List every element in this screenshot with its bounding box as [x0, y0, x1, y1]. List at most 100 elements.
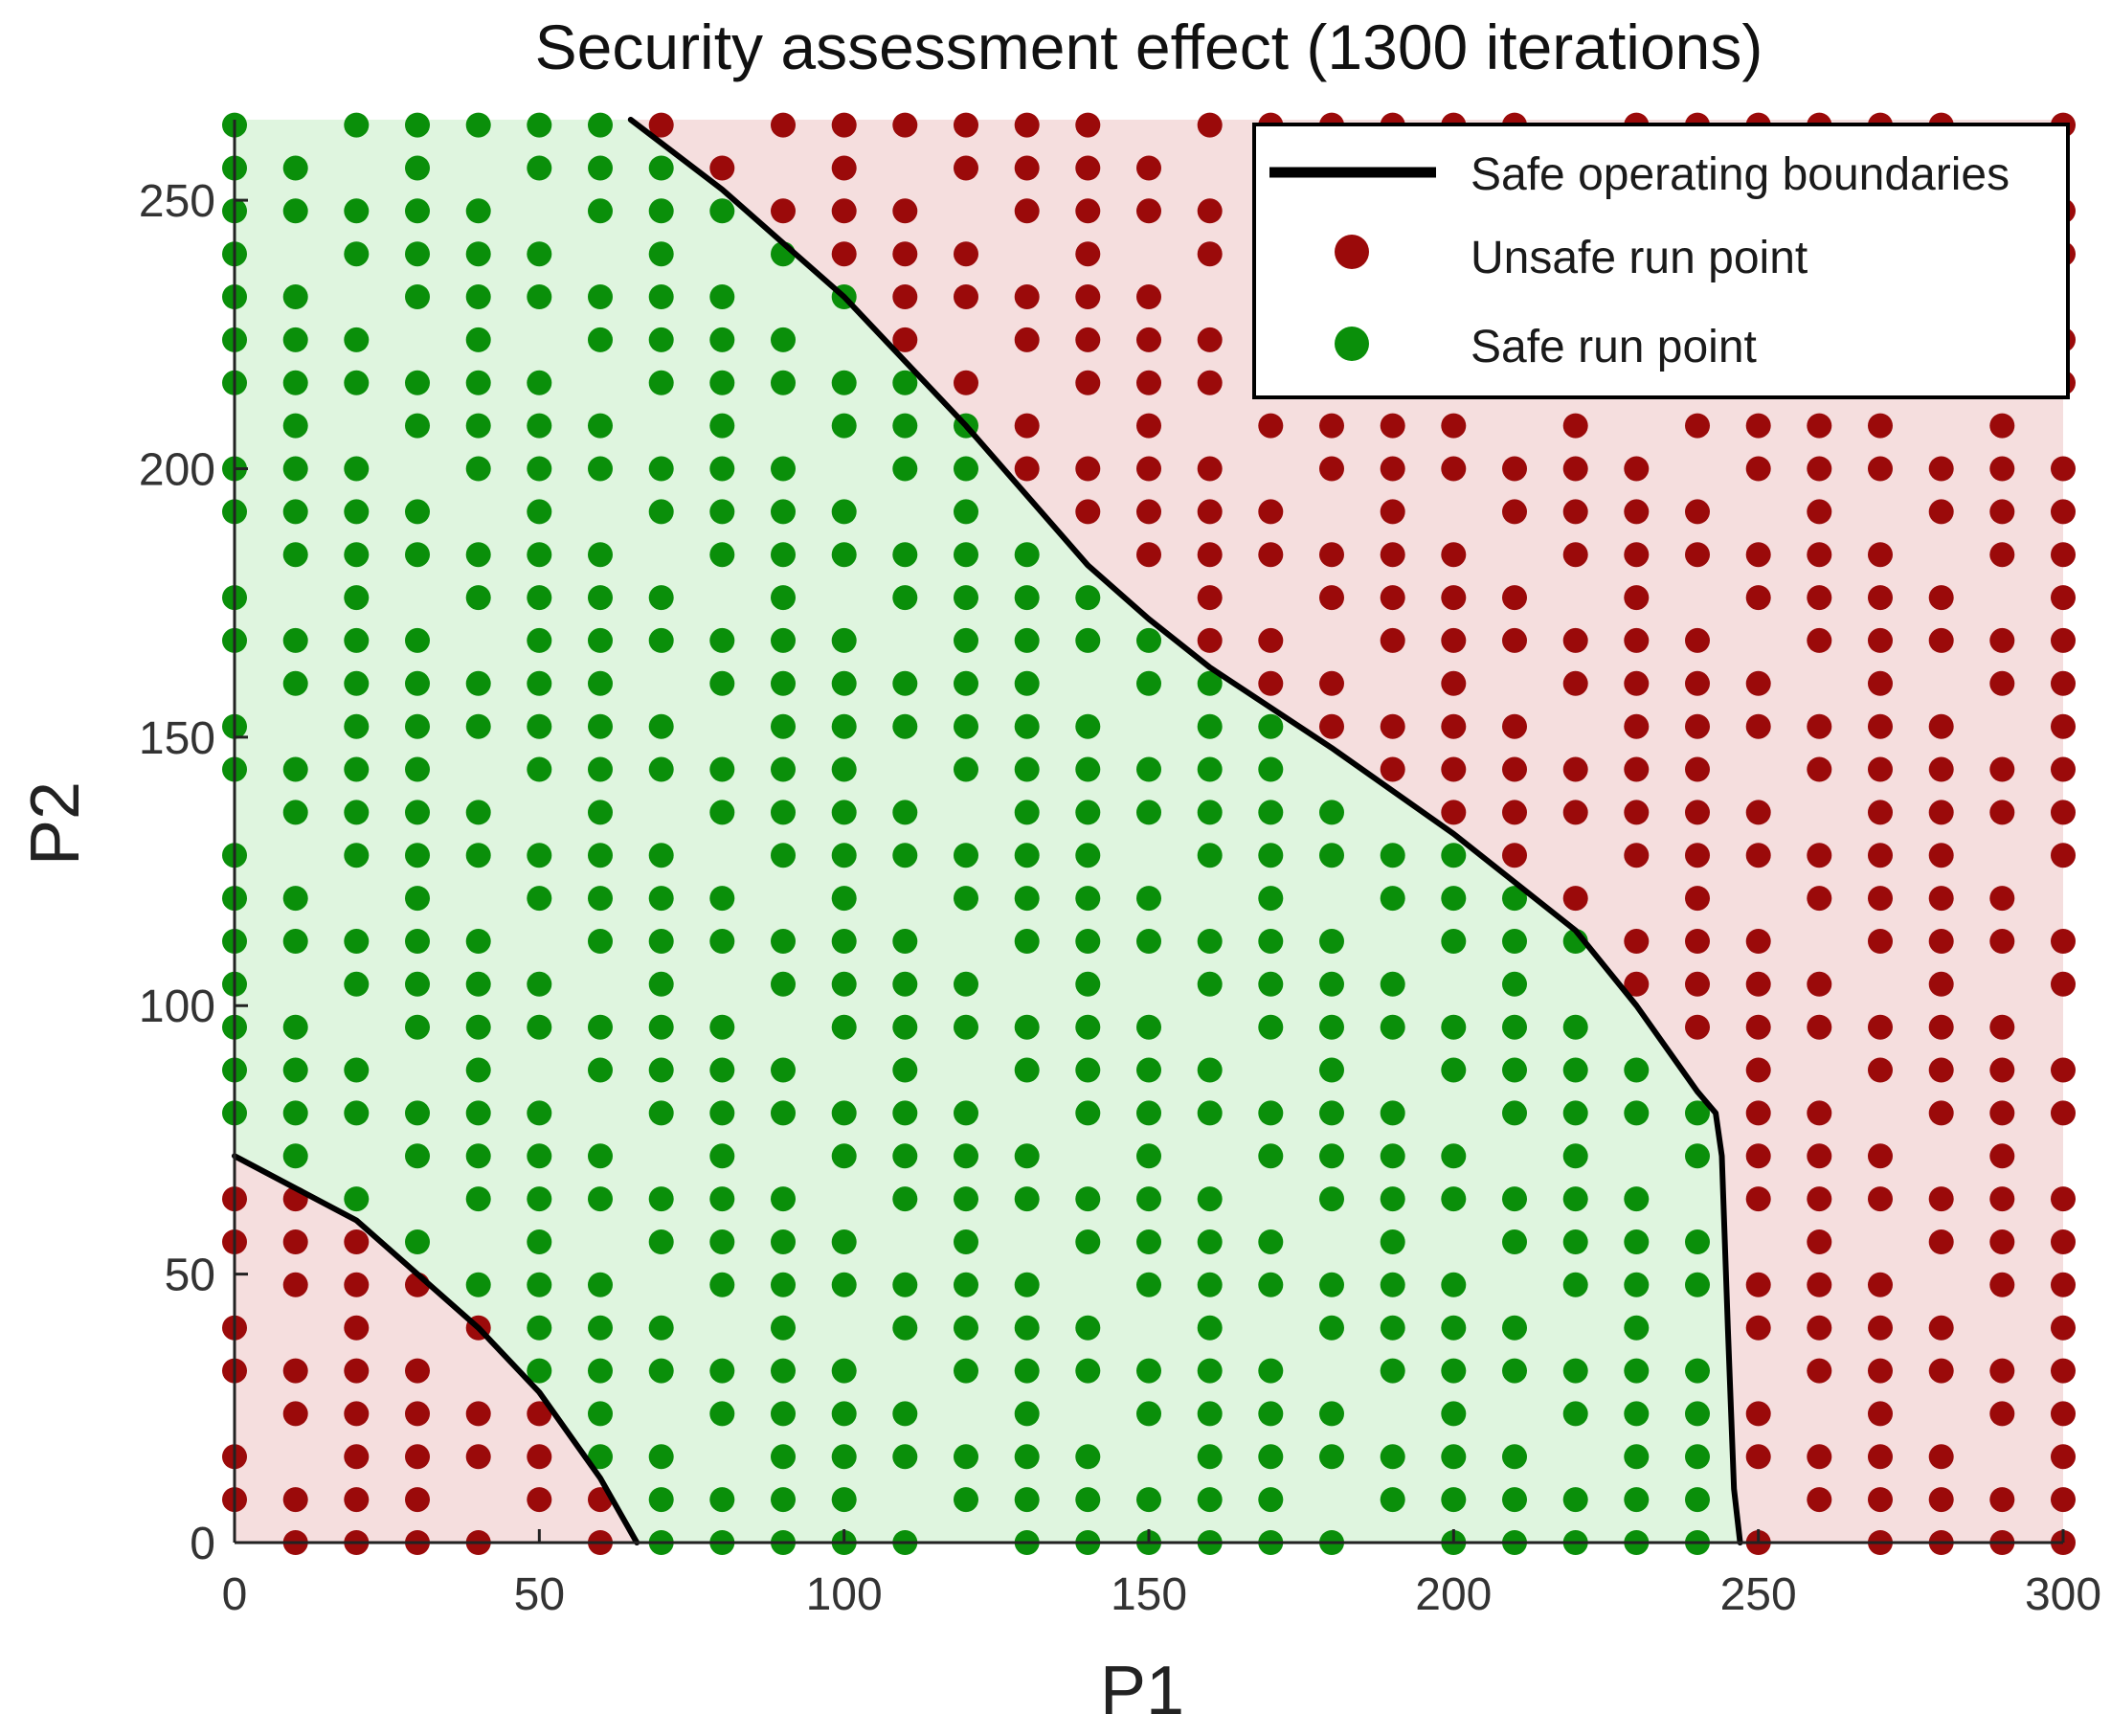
- safe-run-point: [344, 1057, 370, 1083]
- unsafe-run-point: [1380, 499, 1405, 525]
- unsafe-run-point: [1197, 499, 1223, 525]
- safe-run-point: [1197, 1100, 1223, 1126]
- unsafe-run-point: [1868, 1143, 1893, 1169]
- unsafe-run-point: [1380, 713, 1405, 739]
- safe-run-point: [831, 627, 857, 653]
- unsafe-run-point: [1989, 1014, 2015, 1040]
- safe-run-point: [1624, 1358, 1650, 1384]
- safe-run-point: [648, 155, 674, 181]
- unsafe-run-point: [1928, 886, 1954, 912]
- safe-run-point: [771, 1401, 796, 1427]
- safe-run-point: [282, 1014, 308, 1040]
- unsafe-run-point: [1502, 585, 1527, 611]
- safe-run-point: [1136, 1401, 1161, 1427]
- unsafe-run-point: [1745, 843, 1771, 868]
- safe-run-point: [344, 670, 370, 696]
- safe-run-point: [465, 542, 491, 568]
- safe-run-point: [405, 627, 430, 653]
- unsafe-run-point: [1989, 1143, 2015, 1169]
- safe-run-point: [465, 1272, 491, 1297]
- safe-run-point: [954, 542, 978, 568]
- safe-run-point: [771, 756, 796, 782]
- unsafe-run-point: [1989, 499, 2015, 525]
- safe-run-point: [709, 1487, 735, 1513]
- unsafe-run-point: [1868, 585, 1893, 611]
- safe-run-point: [1441, 1014, 1467, 1040]
- safe-region: [235, 120, 1740, 1543]
- safe-run-point: [527, 1272, 552, 1297]
- safe-run-point: [892, 1272, 918, 1297]
- unsafe-run-point: [1989, 1272, 2015, 1297]
- safe-run-point: [405, 800, 430, 825]
- safe-run-point: [954, 1315, 978, 1341]
- x-tick-label: 100: [806, 1569, 883, 1620]
- safe-run-point: [1685, 1272, 1710, 1297]
- safe-run-point: [831, 886, 857, 912]
- safe-run-point: [405, 413, 430, 439]
- safe-run-point: [527, 1014, 552, 1040]
- legend: Safe operating boundaries Unsafe run poi…: [1252, 123, 2070, 399]
- unsafe-run-point: [1380, 456, 1405, 482]
- unsafe-run-point: [1197, 627, 1223, 653]
- safe-run-point: [465, 1100, 491, 1126]
- unsafe-run-point: [1989, 627, 2015, 653]
- safe-run-point: [405, 542, 430, 568]
- safe-run-point: [344, 971, 370, 997]
- safe-run-point: [1502, 1444, 1527, 1470]
- safe-run-point: [344, 585, 370, 611]
- safe-run-point: [405, 843, 430, 868]
- unsafe-run-point: [831, 241, 857, 267]
- safe-run-point: [892, 585, 918, 611]
- safe-run-point: [954, 499, 978, 525]
- safe-run-point: [1014, 886, 1040, 912]
- safe-run-point: [1562, 1229, 1588, 1254]
- safe-run-point: [588, 1401, 613, 1427]
- unsafe-run-point: [1075, 327, 1101, 352]
- unsafe-run-point: [1868, 756, 1893, 782]
- unsafe-run-point: [1685, 929, 1710, 954]
- unsafe-run-point: [1807, 1100, 1832, 1126]
- safe-run-point: [954, 1014, 978, 1040]
- safe-run-point: [1319, 800, 1344, 825]
- safe-run-point: [588, 112, 613, 138]
- safe-run-point: [1014, 929, 1040, 954]
- safe-run-point: [1197, 1444, 1223, 1470]
- safe-run-point: [1258, 1143, 1284, 1169]
- safe-run-point: [831, 542, 857, 568]
- unsafe-run-point: [1807, 627, 1832, 653]
- safe-run-point: [1685, 1444, 1710, 1470]
- safe-run-point: [588, 1444, 613, 1470]
- safe-run-point: [709, 1401, 735, 1427]
- safe-run-point: [405, 756, 430, 782]
- safe-run-point: [344, 241, 370, 267]
- safe-run-point: [1685, 1143, 1710, 1169]
- safe-run-point: [709, 413, 735, 439]
- safe-run-point: [1197, 1315, 1223, 1341]
- safe-run-point: [648, 756, 674, 782]
- safe-run-point: [1014, 1057, 1040, 1083]
- unsafe-run-point: [2051, 499, 2076, 525]
- unsafe-run-point: [1807, 1143, 1832, 1169]
- safe-run-point: [892, 413, 918, 439]
- unsafe-run-point: [892, 198, 918, 224]
- unsafe-run-point: [1928, 585, 1954, 611]
- safe-run-point: [465, 800, 491, 825]
- safe-run-point: [405, 1143, 430, 1169]
- unsafe-run-point: [1928, 929, 1954, 954]
- safe-run-point: [1014, 1186, 1040, 1212]
- unsafe-run-point: [1441, 713, 1467, 739]
- unsafe-run-point: [2051, 1444, 2076, 1470]
- safe-run-point: [1441, 886, 1467, 912]
- safe-run-point: [709, 1143, 735, 1169]
- safe-run-point: [831, 1358, 857, 1384]
- safe-run-point: [648, 1487, 674, 1513]
- safe-run-point: [1136, 1143, 1161, 1169]
- unsafe-run-point: [1136, 155, 1161, 181]
- unsafe-run-point: [648, 112, 674, 138]
- unsafe-run-point: [1745, 585, 1771, 611]
- safe-run-point: [954, 971, 978, 997]
- safe-run-point: [405, 670, 430, 696]
- safe-run-point: [1014, 713, 1040, 739]
- safe-run-point: [709, 198, 735, 224]
- unsafe-run-point: [1989, 1358, 2015, 1384]
